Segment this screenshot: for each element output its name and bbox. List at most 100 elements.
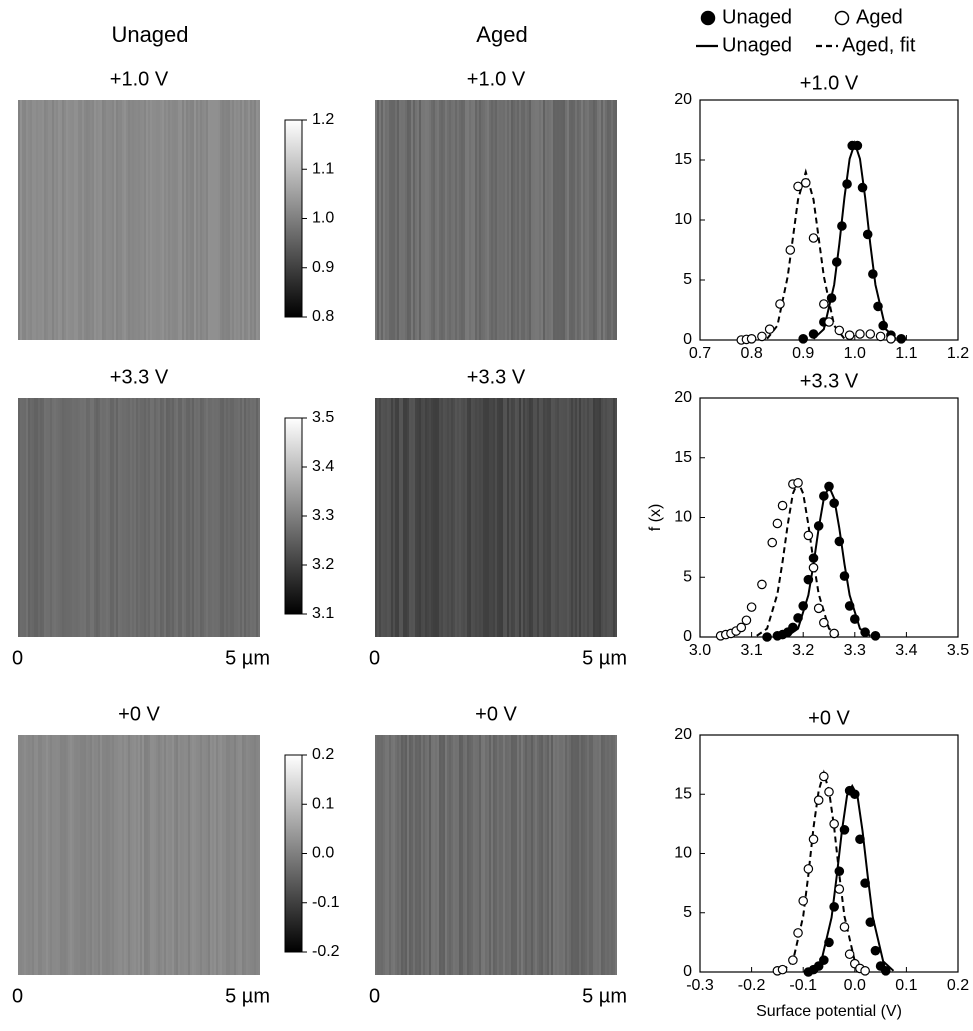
map-texture bbox=[112, 735, 114, 975]
map-texture bbox=[493, 735, 495, 975]
map-texture bbox=[583, 398, 585, 637]
map-texture bbox=[96, 735, 98, 975]
map-texture bbox=[453, 100, 455, 340]
data-point bbox=[829, 628, 839, 639]
map-texture bbox=[505, 398, 507, 637]
map-texture bbox=[98, 398, 100, 637]
map-texture bbox=[38, 735, 40, 975]
map-texture bbox=[128, 398, 130, 637]
map-texture bbox=[218, 100, 220, 340]
map-texture bbox=[571, 398, 573, 637]
map-texture bbox=[375, 735, 377, 975]
map-texture bbox=[18, 100, 20, 340]
map-texture bbox=[499, 398, 501, 637]
map-texture bbox=[565, 100, 567, 340]
map-texture bbox=[188, 735, 190, 975]
map-texture bbox=[152, 398, 154, 637]
colorbar-tick-label: 0.9 bbox=[312, 259, 334, 276]
map-texture bbox=[40, 398, 42, 637]
map-texture bbox=[387, 735, 389, 975]
map-texture bbox=[244, 735, 246, 975]
map-texture bbox=[152, 100, 154, 340]
map-texture bbox=[212, 398, 214, 637]
map-texture bbox=[132, 398, 134, 637]
map-texture bbox=[36, 735, 38, 975]
map-texture bbox=[136, 100, 138, 340]
data-point bbox=[800, 178, 811, 188]
map-texture bbox=[256, 735, 258, 975]
map-texture bbox=[507, 735, 509, 975]
map-texture bbox=[429, 735, 431, 975]
map-texture bbox=[539, 100, 541, 340]
map-texture bbox=[427, 735, 429, 975]
map-texture bbox=[22, 398, 24, 637]
legend-label: Aged bbox=[856, 6, 903, 28]
map-texture bbox=[511, 100, 513, 340]
map-texture bbox=[162, 735, 164, 975]
map-texture bbox=[22, 735, 24, 975]
data-point bbox=[865, 329, 876, 339]
data-point bbox=[736, 622, 747, 633]
map-texture bbox=[214, 100, 216, 340]
data-point bbox=[857, 182, 868, 193]
legend-label: Unaged bbox=[722, 34, 792, 56]
map-texture bbox=[465, 100, 467, 340]
map-texture bbox=[499, 735, 501, 975]
map-texture bbox=[437, 735, 439, 975]
map-texture bbox=[541, 398, 543, 637]
map-texture bbox=[88, 100, 90, 340]
map-texture bbox=[158, 100, 160, 340]
y-tick-label: 5 bbox=[683, 904, 692, 921]
map-texture bbox=[417, 398, 419, 637]
map-texture bbox=[439, 100, 441, 340]
map-texture bbox=[431, 735, 433, 975]
colorbar-tick-label: 3.4 bbox=[312, 458, 334, 475]
data-point bbox=[813, 795, 824, 805]
map-texture bbox=[160, 398, 162, 637]
map-texture bbox=[210, 398, 212, 637]
map-texture bbox=[449, 735, 451, 975]
colorbar-tick-label: 0.2 bbox=[312, 746, 334, 763]
map-texture bbox=[142, 398, 144, 637]
map-texture bbox=[32, 398, 34, 637]
map-texture bbox=[521, 735, 523, 975]
map-texture bbox=[160, 100, 162, 340]
map-texture bbox=[118, 735, 120, 975]
map-texture bbox=[78, 100, 80, 340]
map-texture bbox=[571, 735, 573, 975]
map-texture bbox=[202, 735, 204, 975]
map-texture bbox=[76, 735, 78, 975]
map-texture bbox=[72, 398, 74, 637]
map-texture bbox=[122, 100, 124, 340]
map-texture bbox=[216, 735, 218, 975]
map-texture bbox=[461, 398, 463, 637]
map-texture bbox=[190, 100, 192, 340]
map-title: +0 V bbox=[475, 703, 517, 725]
map-texture bbox=[541, 100, 543, 340]
map-texture bbox=[166, 735, 168, 975]
map-texture bbox=[28, 398, 30, 637]
map-texture bbox=[409, 100, 411, 340]
map-texture bbox=[240, 398, 242, 637]
map-texture bbox=[597, 735, 599, 975]
map-texture bbox=[399, 100, 401, 340]
map-texture bbox=[457, 100, 459, 340]
map-texture bbox=[495, 735, 497, 975]
data-point bbox=[803, 574, 814, 585]
map-texture bbox=[383, 735, 385, 975]
map-texture bbox=[128, 100, 130, 340]
y-tick-label: 20 bbox=[674, 389, 692, 406]
scale-label: 5 µm bbox=[582, 985, 627, 1007]
chart-title: +0 V bbox=[808, 707, 850, 729]
scale-label: 0 bbox=[369, 985, 380, 1007]
x-tick-label: 0.0 bbox=[844, 977, 866, 994]
map-texture bbox=[66, 398, 68, 637]
map-texture bbox=[196, 100, 198, 340]
map-texture bbox=[579, 398, 581, 637]
map-texture bbox=[98, 100, 100, 340]
map-texture bbox=[375, 398, 377, 637]
colorbar-tick-label: 0.0 bbox=[312, 845, 334, 862]
map-texture bbox=[58, 100, 60, 340]
map-texture bbox=[563, 100, 565, 340]
map-texture bbox=[54, 100, 56, 340]
